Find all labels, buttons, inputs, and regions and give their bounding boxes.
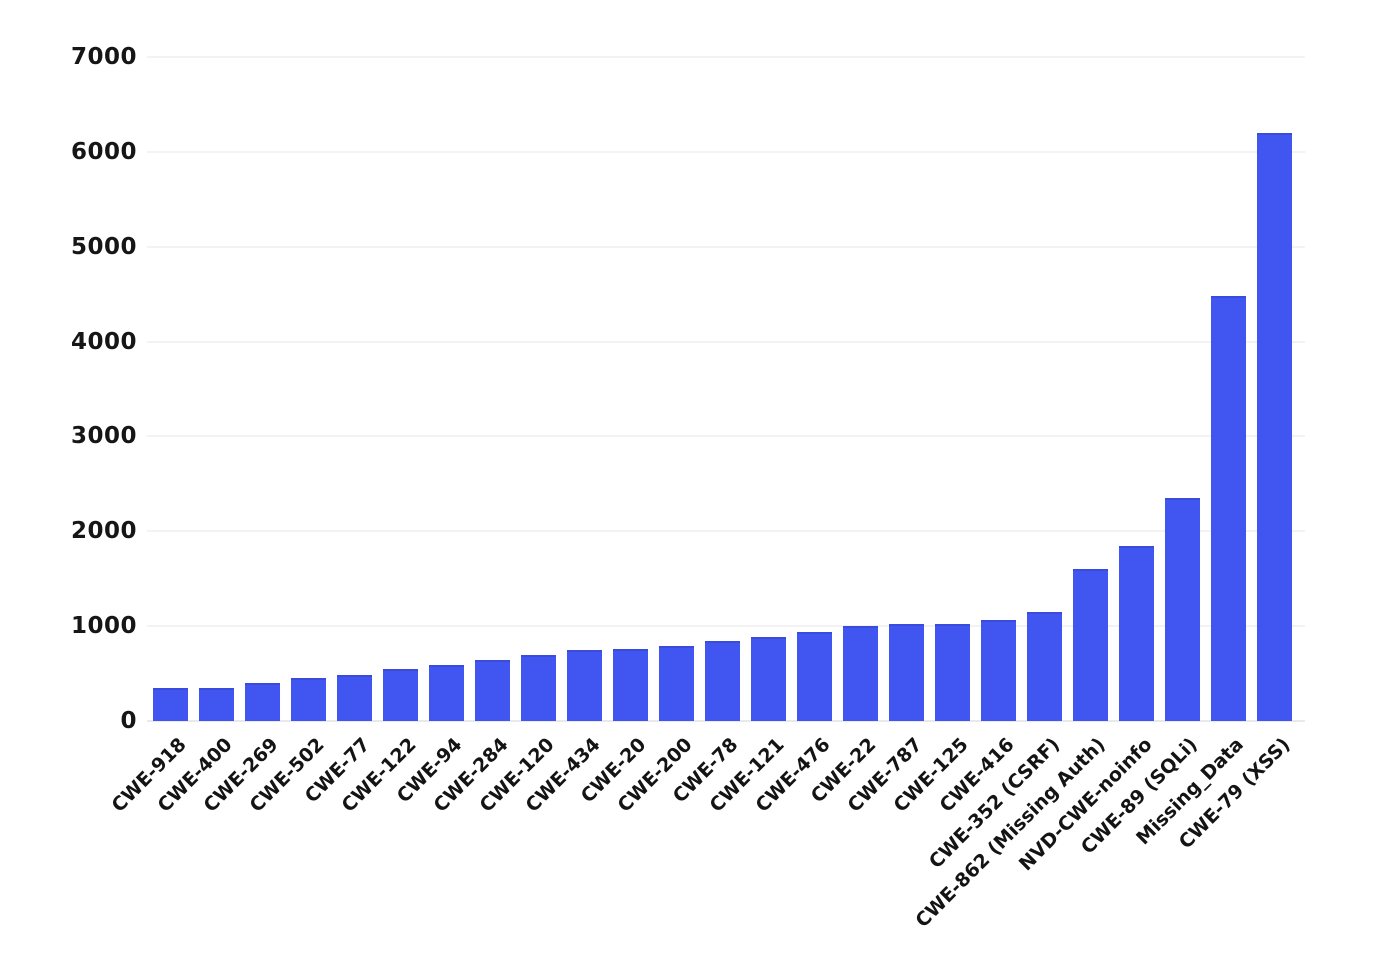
bar bbox=[428, 664, 464, 721]
bar bbox=[198, 687, 234, 721]
bar bbox=[1164, 498, 1200, 721]
x-axis-line bbox=[147, 720, 1305, 722]
bar bbox=[1118, 545, 1154, 721]
y-gridline bbox=[147, 56, 1305, 58]
y-tick-label: 3000 bbox=[70, 423, 137, 450]
y-tick-label: 1000 bbox=[70, 613, 137, 640]
bar bbox=[934, 624, 970, 721]
bar bbox=[842, 626, 878, 721]
y-tick-label: 2000 bbox=[70, 518, 137, 545]
bar bbox=[290, 678, 326, 721]
bar bbox=[704, 640, 740, 721]
bar bbox=[796, 632, 832, 721]
y-tick-label: 7000 bbox=[70, 44, 137, 70]
bar bbox=[244, 683, 280, 721]
bar bbox=[888, 624, 924, 721]
bar bbox=[382, 669, 418, 721]
bar bbox=[612, 649, 648, 721]
bar bbox=[152, 687, 188, 721]
y-tick-label: 4000 bbox=[70, 328, 137, 355]
bar bbox=[520, 655, 556, 721]
y-gridline bbox=[147, 245, 1305, 248]
y-tick-label: 6000 bbox=[70, 138, 137, 165]
y-gridline bbox=[147, 435, 1305, 438]
bar bbox=[750, 636, 786, 721]
y-tick-label: 0 bbox=[120, 708, 137, 734]
bar bbox=[1072, 569, 1108, 721]
y-tick-label: 5000 bbox=[70, 233, 137, 260]
y-gridline bbox=[147, 530, 1305, 533]
bar bbox=[1026, 612, 1062, 721]
bar bbox=[1210, 296, 1246, 721]
bar bbox=[658, 646, 694, 721]
bar bbox=[336, 674, 372, 721]
y-gridline bbox=[147, 150, 1305, 153]
bar bbox=[980, 620, 1016, 721]
y-gridline bbox=[147, 340, 1305, 343]
bar bbox=[474, 659, 510, 721]
bar bbox=[1256, 132, 1292, 721]
bar bbox=[566, 649, 602, 721]
